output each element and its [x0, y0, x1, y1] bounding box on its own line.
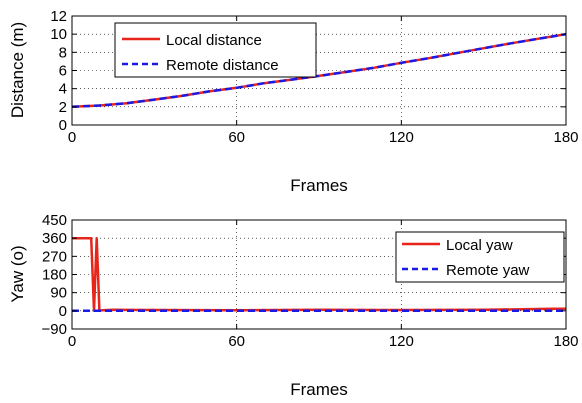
yaw-x-axis-label: Frames	[290, 380, 348, 399]
yaw-x-tick-label-180: 180	[553, 333, 578, 350]
yaw-y-tick-label-450: 450	[42, 212, 67, 229]
distance-legend: Local distance Remote distance	[114, 22, 317, 78]
distance-y-tick-label-0: 0	[59, 117, 67, 134]
distance-y-tick-label-4: 4	[59, 81, 67, 98]
legend-label-local-distance: Local distance	[166, 32, 262, 49]
distance-x-tick-label-120: 120	[389, 129, 414, 146]
yaw-x-tick-label-60: 60	[228, 333, 245, 350]
yaw-legend: Local yaw Remote yaw	[395, 231, 565, 283]
yaw-legend-box	[395, 231, 565, 283]
yaw-y-tick-label--90: −90	[42, 321, 67, 338]
yaw-y-tick-label-270: 270	[42, 248, 67, 265]
distance-x-tick-label-0: 0	[68, 129, 76, 146]
distance-series	[71, 32, 567, 109]
legend-label-local-yaw: Local yaw	[446, 237, 513, 254]
distance-y-tick-label-2: 2	[59, 99, 67, 116]
yaw-y-tick-label-90: 90	[50, 285, 67, 302]
distance-y-axis-label: Distance (m)	[8, 22, 27, 118]
distance-y-tick-label-6: 6	[59, 63, 67, 80]
distance-x-tick-label-180: 180	[553, 129, 578, 146]
distance-legend-box	[114, 22, 317, 78]
yaw-y-tick-label-360: 360	[42, 230, 67, 247]
yaw-y-tick-label-180: 180	[42, 267, 67, 284]
yaw-y-axis-label: Yaw (o)	[8, 245, 27, 302]
distance-x-axis-label: Frames	[290, 176, 348, 195]
yaw-x-tick-label-0: 0	[68, 333, 76, 350]
legend-label-remote-yaw: Remote yaw	[446, 262, 530, 279]
yaw-y-tick-label-0: 0	[59, 303, 67, 320]
yaw-series	[72, 236, 566, 313]
legend-label-remote-distance: Remote distance	[166, 57, 279, 74]
distance-y-tick-label-10: 10	[50, 26, 67, 43]
distance-x-tick-label-60: 60	[228, 129, 245, 146]
distance-y-tick-label-12: 12	[50, 8, 67, 25]
yaw-x-tick-label-120: 120	[389, 333, 414, 350]
distance-y-tick-label-8: 8	[59, 44, 67, 61]
distance-series-line-1	[71, 32, 567, 109]
